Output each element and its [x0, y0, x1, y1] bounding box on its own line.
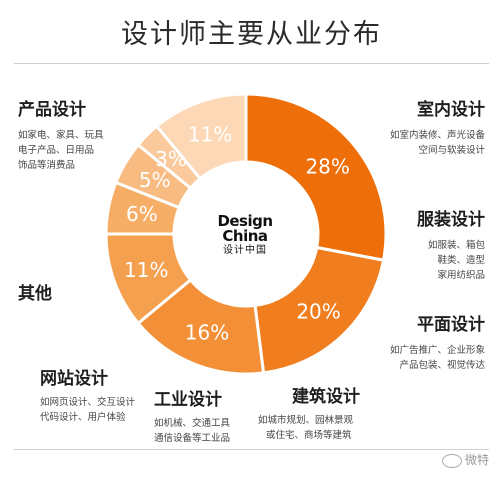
- label-industrial-design: 工业设计 如机械、交通工具 通信设备等工业品: [154, 385, 230, 446]
- donut-slice-0: [244, 92, 388, 262]
- logo-line-3: 设计中国: [223, 245, 267, 256]
- category-name: 建筑设计: [292, 387, 360, 407]
- label-web-design: 网站设计 如网页设计、交互设计 代码设计、用户体验: [40, 364, 135, 425]
- category-desc: 如家电、家具、玩具 电子产品、日用品 饰品等消费品: [18, 130, 104, 171]
- slice-value-label: 11%: [124, 258, 168, 282]
- label-interior-design: 室内设计 如室内装修、声光设备 空间与软装设计: [390, 95, 485, 158]
- slice-value-label: 20%: [296, 299, 340, 323]
- page-title: 设计师主要从业分布: [121, 19, 382, 50]
- slice-value-label: 6%: [126, 202, 158, 226]
- label-graphic-design: 平面设计 如广告推广、企业形象 产品包装、视觉传达: [390, 310, 485, 373]
- category-desc: 如广告推广、企业形象 产品包装、视觉传达: [389, 345, 485, 371]
- bottom-divider: [14, 449, 489, 450]
- label-architecture-design: 建筑设计 如城市规划、园林景观 或住宅、商场等建筑: [258, 382, 360, 443]
- label-fashion-design: 服装设计 如服装、箱包 鞋类、造型 家用纺织品: [417, 205, 485, 283]
- wechat-icon: [441, 453, 462, 468]
- category-desc: 如服装、箱包 鞋类、造型 家用纺织品: [427, 240, 485, 281]
- logo-line-1: Design: [217, 212, 273, 230]
- design-china-logo: Design China 设计中国: [213, 214, 277, 257]
- category-name: 工业设计: [154, 390, 222, 410]
- category-desc: 如机械、交通工具 通信设备等工业品: [154, 418, 231, 444]
- category-name: 平面设计: [417, 315, 485, 335]
- donut-hole: [175, 163, 317, 305]
- category-name: 其他: [18, 284, 52, 304]
- top-divider: [14, 63, 489, 64]
- category-desc: 如城市规划、园林景观 或住宅、商场等建筑: [258, 415, 354, 441]
- donut-slice-7: [154, 92, 248, 181]
- wechat-watermark: 微特: [441, 451, 489, 468]
- slice-value-label: 5%: [139, 168, 171, 192]
- slice-value-label: 28%: [305, 154, 349, 178]
- category-desc: 如网页设计、交互设计 代码设计、用户体验: [40, 397, 136, 423]
- category-desc: 如室内装修、声光设备 空间与软装设计: [389, 130, 485, 156]
- label-product-design: 产品设计 如家电、家具、玩具 电子产品、日用品 饰品等消费品: [18, 95, 104, 173]
- label-other: 其他: [18, 279, 52, 304]
- donut-slice-1: [253, 245, 386, 375]
- watermark-text: 微特: [464, 453, 489, 467]
- category-name: 产品设计: [18, 100, 86, 120]
- category-name: 室内设计: [417, 100, 485, 120]
- slice-value-label: 11%: [188, 122, 232, 146]
- slice-value-label: 16%: [185, 321, 229, 345]
- category-name: 网站设计: [40, 369, 108, 389]
- category-name: 服装设计: [417, 210, 485, 230]
- logo-line-2: China: [222, 227, 268, 245]
